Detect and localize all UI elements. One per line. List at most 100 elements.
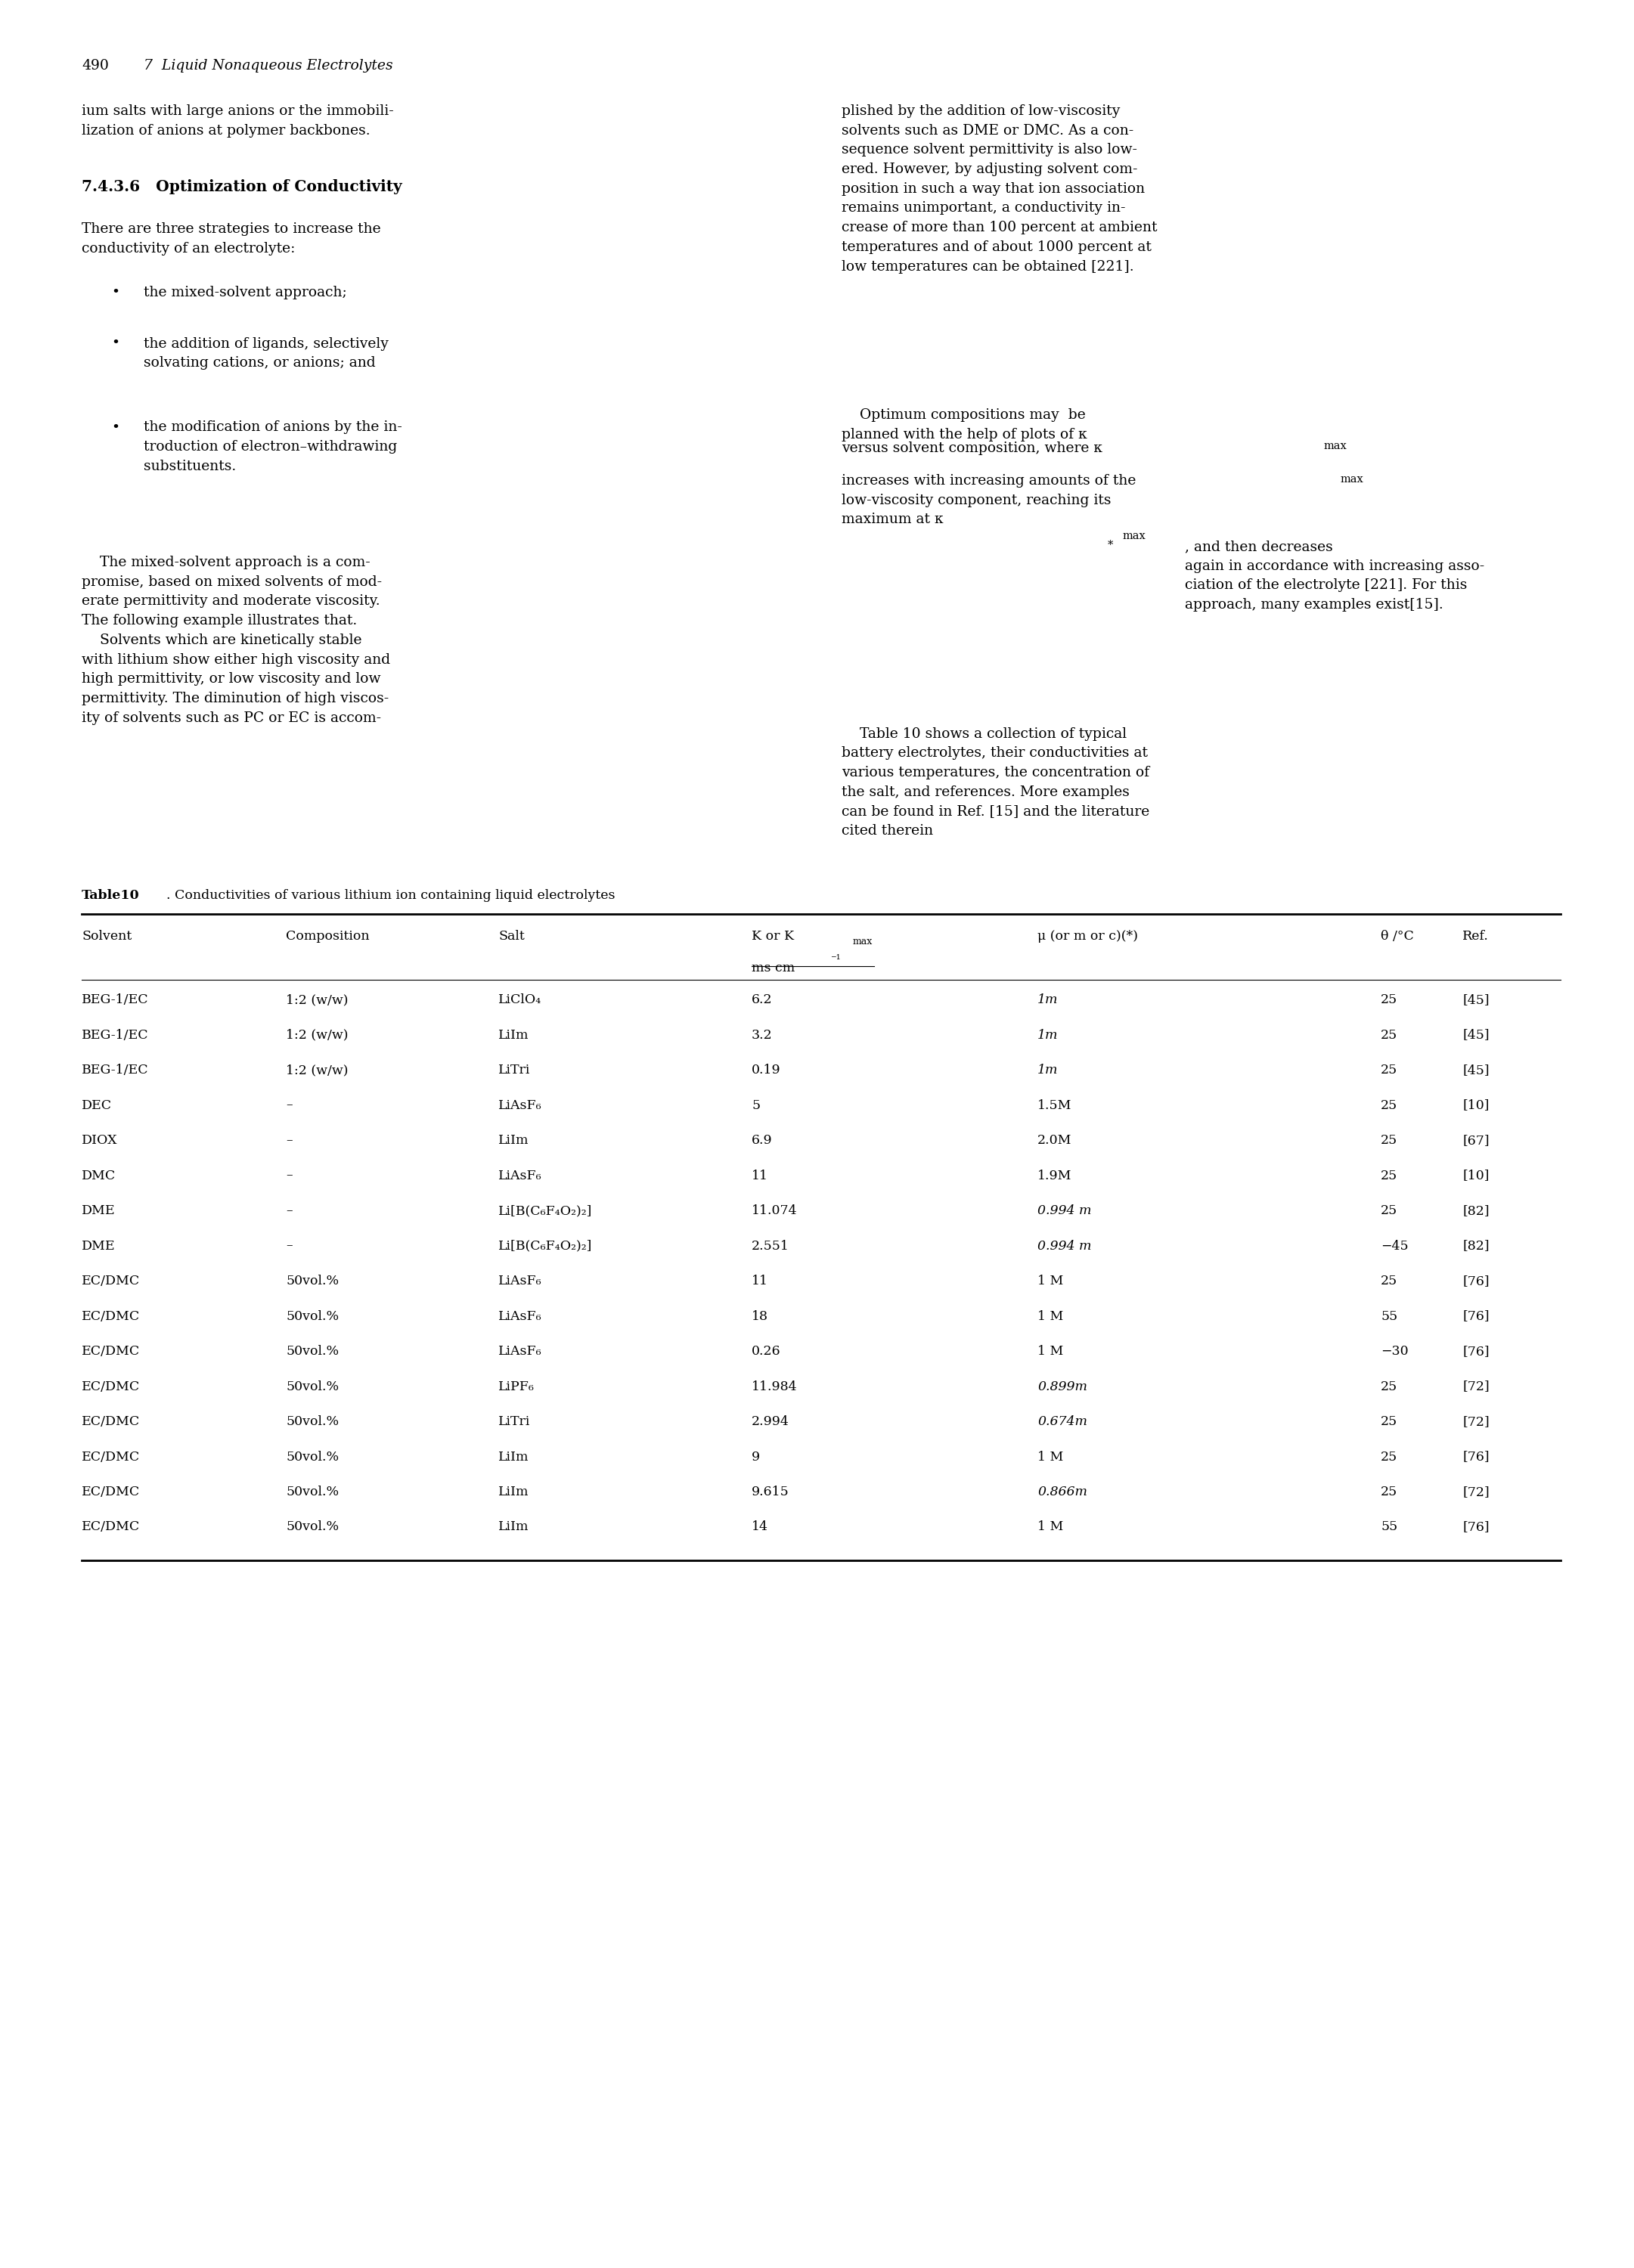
Text: –: – bbox=[286, 1204, 292, 1218]
Text: ⁻¹: ⁻¹ bbox=[830, 955, 840, 966]
Text: Optimum compositions may  be
planned with the help of plots of κ: Optimum compositions may be planned with… bbox=[842, 408, 1087, 442]
Text: max: max bbox=[1123, 531, 1145, 542]
Text: DMC: DMC bbox=[82, 1170, 116, 1182]
Text: 3.2: 3.2 bbox=[752, 1030, 773, 1041]
Text: 25: 25 bbox=[1381, 1030, 1397, 1041]
Text: DIOX: DIOX bbox=[82, 1134, 118, 1148]
Text: [82]: [82] bbox=[1462, 1204, 1489, 1218]
Text: [45]: [45] bbox=[1462, 1064, 1489, 1077]
Text: Salt: Salt bbox=[498, 930, 525, 943]
Text: 50vol.%: 50vol.% bbox=[286, 1275, 338, 1288]
Text: [45]: [45] bbox=[1462, 993, 1489, 1007]
Text: 50vol.%: 50vol.% bbox=[286, 1311, 338, 1322]
Text: max: max bbox=[1324, 440, 1346, 451]
Text: 50vol.%: 50vol.% bbox=[286, 1345, 338, 1359]
Text: –: – bbox=[286, 1100, 292, 1111]
Text: 1 M: 1 M bbox=[1038, 1311, 1064, 1322]
Text: 1:2 (w/w): 1:2 (w/w) bbox=[286, 1030, 348, 1041]
Text: *: * bbox=[1108, 540, 1113, 551]
Text: DEC: DEC bbox=[82, 1100, 113, 1111]
Text: 0.866m: 0.866m bbox=[1038, 1486, 1088, 1499]
Text: 1m: 1m bbox=[1038, 1030, 1059, 1041]
Text: [76]: [76] bbox=[1462, 1345, 1489, 1359]
Text: 11.074: 11.074 bbox=[752, 1204, 797, 1218]
Text: [10]: [10] bbox=[1462, 1100, 1489, 1111]
Text: increases with increasing amounts of the
low-viscosity component, reaching its
m: increases with increasing amounts of the… bbox=[842, 474, 1136, 526]
Text: 50vol.%: 50vol.% bbox=[286, 1452, 338, 1463]
Text: BEG-1/EC: BEG-1/EC bbox=[82, 993, 149, 1007]
Text: 2.551: 2.551 bbox=[752, 1241, 789, 1252]
Text: 50vol.%: 50vol.% bbox=[286, 1415, 338, 1429]
Text: 0.899m: 0.899m bbox=[1038, 1379, 1088, 1393]
Text: LiIm: LiIm bbox=[498, 1134, 529, 1148]
Text: Ref.: Ref. bbox=[1462, 930, 1489, 943]
Text: 9.615: 9.615 bbox=[752, 1486, 789, 1499]
Text: LiAsF₆: LiAsF₆ bbox=[498, 1275, 542, 1288]
Text: θ /°C: θ /°C bbox=[1381, 930, 1413, 943]
Text: ms cm: ms cm bbox=[752, 962, 794, 975]
Text: 14: 14 bbox=[752, 1522, 768, 1533]
Text: ium salts with large anions or the immobili-
lization of anions at polymer backb: ium salts with large anions or the immob… bbox=[82, 104, 394, 138]
Text: 0.26: 0.26 bbox=[752, 1345, 781, 1359]
Text: •: • bbox=[111, 338, 119, 352]
Text: [72]: [72] bbox=[1462, 1486, 1490, 1499]
Text: 25: 25 bbox=[1381, 1170, 1397, 1182]
Text: 25: 25 bbox=[1381, 993, 1397, 1007]
Text: 55: 55 bbox=[1381, 1311, 1397, 1322]
Text: K or K: K or K bbox=[752, 930, 794, 943]
Text: DME: DME bbox=[82, 1204, 116, 1218]
Text: [76]: [76] bbox=[1462, 1452, 1489, 1463]
Text: [76]: [76] bbox=[1462, 1522, 1489, 1533]
Text: [72]: [72] bbox=[1462, 1415, 1490, 1429]
Text: [76]: [76] bbox=[1462, 1275, 1489, 1288]
Text: the addition of ligands, selectively
solvating cations, or anions; and: the addition of ligands, selectively sol… bbox=[144, 338, 389, 370]
Text: BEG-1/EC: BEG-1/EC bbox=[82, 1030, 149, 1041]
Text: EC/DMC: EC/DMC bbox=[82, 1486, 141, 1499]
Text: 6.2: 6.2 bbox=[752, 993, 773, 1007]
Text: max: max bbox=[1340, 474, 1363, 485]
Text: LiIm: LiIm bbox=[498, 1030, 529, 1041]
Text: [67]: [67] bbox=[1462, 1134, 1489, 1148]
Text: [10]: [10] bbox=[1462, 1170, 1489, 1182]
Text: 11: 11 bbox=[752, 1170, 768, 1182]
Text: –: – bbox=[286, 1134, 292, 1148]
Text: LiAsF₆: LiAsF₆ bbox=[498, 1345, 542, 1359]
Text: 1 M: 1 M bbox=[1038, 1452, 1064, 1463]
Text: [76]: [76] bbox=[1462, 1311, 1489, 1322]
Text: LiPF₆: LiPF₆ bbox=[498, 1379, 534, 1393]
Text: versus solvent composition, where κ: versus solvent composition, where κ bbox=[842, 440, 1103, 454]
Text: μ (or m or c)(*): μ (or m or c)(*) bbox=[1038, 930, 1139, 943]
Text: 25: 25 bbox=[1381, 1486, 1397, 1499]
Text: LiIm: LiIm bbox=[498, 1486, 529, 1499]
Text: 1m: 1m bbox=[1038, 993, 1059, 1007]
Text: DME: DME bbox=[82, 1241, 116, 1252]
Text: 1m: 1m bbox=[1038, 1064, 1059, 1077]
Text: 25: 25 bbox=[1381, 1100, 1397, 1111]
Text: 6.9: 6.9 bbox=[752, 1134, 773, 1148]
Text: LiTri: LiTri bbox=[498, 1064, 531, 1077]
Text: •: • bbox=[111, 422, 119, 435]
Text: LiIm: LiIm bbox=[498, 1452, 529, 1463]
Text: 5: 5 bbox=[752, 1100, 760, 1111]
Text: EC/DMC: EC/DMC bbox=[82, 1415, 141, 1429]
Text: 1 M: 1 M bbox=[1038, 1522, 1064, 1533]
Text: LiAsF₆: LiAsF₆ bbox=[498, 1170, 542, 1182]
Text: −45: −45 bbox=[1381, 1241, 1409, 1252]
Text: 25: 25 bbox=[1381, 1204, 1397, 1218]
Text: EC/DMC: EC/DMC bbox=[82, 1452, 141, 1463]
Text: 1 M: 1 M bbox=[1038, 1275, 1064, 1288]
Text: [72]: [72] bbox=[1462, 1379, 1490, 1393]
Text: Composition: Composition bbox=[286, 930, 369, 943]
Text: Solvent: Solvent bbox=[82, 930, 132, 943]
Text: EC/DMC: EC/DMC bbox=[82, 1345, 141, 1359]
Text: [45]: [45] bbox=[1462, 1030, 1489, 1041]
Text: EC/DMC: EC/DMC bbox=[82, 1311, 141, 1322]
Text: the mixed-solvent approach;: the mixed-solvent approach; bbox=[144, 286, 346, 299]
Text: 25: 25 bbox=[1381, 1452, 1397, 1463]
Text: 18: 18 bbox=[752, 1311, 768, 1322]
Text: 50vol.%: 50vol.% bbox=[286, 1522, 338, 1533]
Text: 50vol.%: 50vol.% bbox=[286, 1486, 338, 1499]
Text: [82]: [82] bbox=[1462, 1241, 1489, 1252]
Text: LiIm: LiIm bbox=[498, 1522, 529, 1533]
Text: max: max bbox=[853, 937, 873, 946]
